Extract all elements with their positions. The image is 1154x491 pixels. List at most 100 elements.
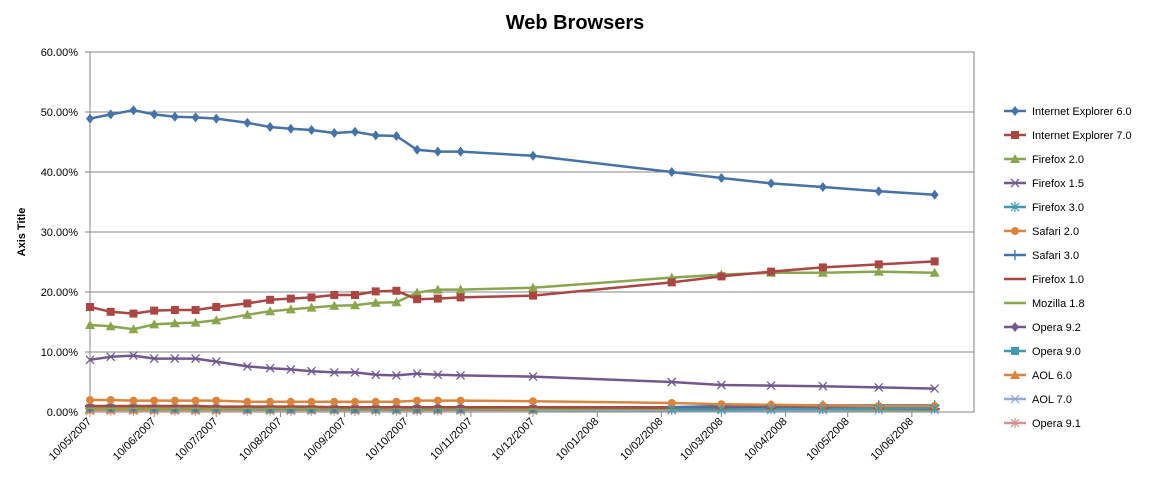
data-point-internet-explorer-7-0 (529, 291, 538, 300)
x-tick-label: 10/01/2008 (554, 416, 601, 463)
legend-label-firefox-1-0: Firefox 1.0 (1032, 274, 1084, 286)
x-axis-ticks: 10/05/2007 10/06/2007 10/07/2007 10/08/2007… (47, 412, 916, 463)
data-point-firefox-2-0 (128, 324, 139, 334)
y-tick-label: 50.00% (41, 107, 79, 119)
data-point-internet-explorer-7-0 (330, 291, 339, 299)
data-point-safari-2-0 (266, 397, 275, 406)
data-point-opera-9-2 (191, 402, 200, 413)
x-tick-label: 10/12/2007 (490, 416, 537, 463)
legend-label-firefox-3-0: Firefox 3.0 (1032, 202, 1084, 214)
data-point-internet-explorer-6-0 (529, 150, 538, 161)
data-point-internet-explorer-7-0 (286, 294, 295, 303)
data-point-safari-2-0 (170, 396, 179, 405)
data-point-safari-2-0 (433, 396, 442, 405)
legend-label-safari-2-0: Safari 2.0 (1032, 226, 1079, 238)
series-markers-internet-explorer-6-0 (86, 105, 939, 200)
y-tick-label: 40.00% (41, 167, 79, 179)
data-point-firefox-1-5 (307, 366, 316, 376)
x-tick-label: 10/04/2008 (742, 416, 789, 463)
legend-item-mozilla-1-8: Mozilla 1.8 (1004, 298, 1085, 310)
legend-marker-firefox-3-0 (1010, 202, 1020, 212)
data-point-internet-explorer-7-0 (266, 295, 275, 304)
data-point-firefox-2-0 (265, 306, 276, 316)
x-tick-label: 10/06/2007 (111, 416, 158, 463)
data-point-internet-explorer-6-0 (767, 178, 776, 189)
data-point-safari-2-0 (243, 397, 252, 406)
data-point-firefox-2-0 (211, 315, 222, 325)
data-point-opera-9-2 (86, 402, 94, 413)
legend-label-opera-9-0: Opera 9.0 (1032, 346, 1081, 358)
series-markers-internet-explorer-7-0 (86, 257, 939, 318)
data-point-internet-explorer-7-0 (717, 272, 726, 281)
data-point-internet-explorer-6-0 (243, 117, 252, 128)
data-point-firefox-1-5 (716, 380, 726, 390)
x-tick-label: 10/08/2007 (237, 416, 284, 463)
data-point-firefox-1-5 (766, 381, 776, 391)
data-point-firefox-2-0 (349, 300, 360, 310)
data-point-firefox-1-5 (391, 370, 401, 380)
data-point-internet-explorer-6-0 (212, 113, 221, 124)
legend-marker-opera-9-0 (1011, 347, 1019, 355)
data-point-firefox-1-5 (412, 369, 422, 379)
data-point-firefox-2-0 (306, 302, 317, 312)
data-point-internet-explorer-7-0 (371, 287, 380, 296)
data-point-internet-explorer-7-0 (129, 309, 138, 318)
data-point-firefox-1-5 (286, 364, 296, 374)
data-point-internet-explorer-7-0 (667, 278, 676, 287)
data-point-firefox-1-5 (818, 381, 828, 391)
data-point-internet-explorer-6-0 (667, 167, 676, 177)
legend-label-aol-6-0: AOL 6.0 (1032, 370, 1072, 382)
data-point-internet-explorer-7-0 (243, 299, 252, 308)
legend-label-firefox-1-5: Firefox 1.5 (1032, 178, 1084, 190)
data-point-internet-explorer-6-0 (371, 130, 380, 141)
data-point-firefox-1-5 (106, 352, 116, 362)
data-point-internet-explorer-6-0 (150, 109, 159, 120)
y-tick-label: 0.00% (47, 407, 78, 419)
legend-marker-aol-6-0 (1010, 370, 1020, 379)
data-point-firefox-2-0 (169, 318, 180, 328)
x-tick-label: 10/03/2008 (678, 416, 725, 463)
data-point-safari-2-0 (129, 396, 138, 405)
data-point-internet-explorer-7-0 (413, 295, 422, 304)
legend-label-internet-explorer-6-0: Internet Explorer 6.0 (1032, 106, 1132, 118)
data-point-internet-explorer-6-0 (392, 131, 401, 141)
legend: Internet Explorer 6.0 Internet Explorer 7… (1004, 106, 1132, 430)
data-point-internet-explorer-7-0 (150, 306, 159, 315)
data-point-internet-explorer-7-0 (86, 303, 94, 311)
data-point-internet-explorer-7-0 (818, 263, 827, 272)
data-point-safari-2-0 (456, 396, 465, 405)
data-point-firefox-3-0 (766, 404, 776, 414)
legend-item-aol-6-0: AOL 6.0 (1004, 370, 1072, 382)
data-point-internet-explorer-6-0 (350, 126, 359, 137)
legend-item-firefox-1-5: Firefox 1.5 (1004, 178, 1084, 190)
legend-item-firefox-2-0: Firefox 2.0 (1004, 154, 1084, 166)
data-point-safari-2-0 (392, 397, 401, 406)
data-point-internet-explorer-6-0 (930, 189, 939, 200)
legend-label-opera-9-1: Opera 9.1 (1032, 418, 1081, 430)
data-point-firefox-2-0 (432, 284, 443, 294)
x-tick-label: 10/06/2008 (869, 416, 916, 463)
y-tick-label: 30.00% (41, 227, 79, 239)
data-point-firefox-2-0 (242, 309, 253, 319)
data-point-firefox-1-5 (242, 361, 252, 371)
data-point-internet-explorer-6-0 (874, 186, 883, 197)
legend-label-mozilla-1-8: Mozilla 1.8 (1032, 298, 1085, 310)
data-point-firefox-1-5 (930, 384, 940, 394)
x-tick-label: 10/07/2007 (173, 416, 220, 463)
legend-item-internet-explorer-7-0: Internet Explorer 7.0 (1004, 130, 1132, 142)
data-point-safari-2-0 (307, 397, 316, 406)
data-point-internet-explorer-6-0 (456, 146, 465, 157)
legend-label-safari-3-0: Safari 3.0 (1032, 250, 1079, 262)
data-point-internet-explorer-6-0 (307, 125, 316, 135)
data-point-opera-9-2 (170, 402, 179, 413)
data-point-firefox-2-0 (528, 282, 539, 292)
legend-marker-opera-9-2 (1011, 322, 1019, 332)
data-point-opera-9-2 (150, 402, 159, 413)
legend-item-aol-7-0: AOL 7.0 (1004, 394, 1072, 406)
data-point-firefox-2-0 (149, 319, 160, 329)
data-point-firefox-2-0 (391, 297, 402, 307)
legend-item-opera-9-1: Opera 9.1 (1004, 418, 1081, 430)
data-point-internet-explorer-6-0 (191, 112, 200, 123)
series-markers (85, 105, 940, 416)
data-point-firefox-1-5 (191, 354, 201, 364)
